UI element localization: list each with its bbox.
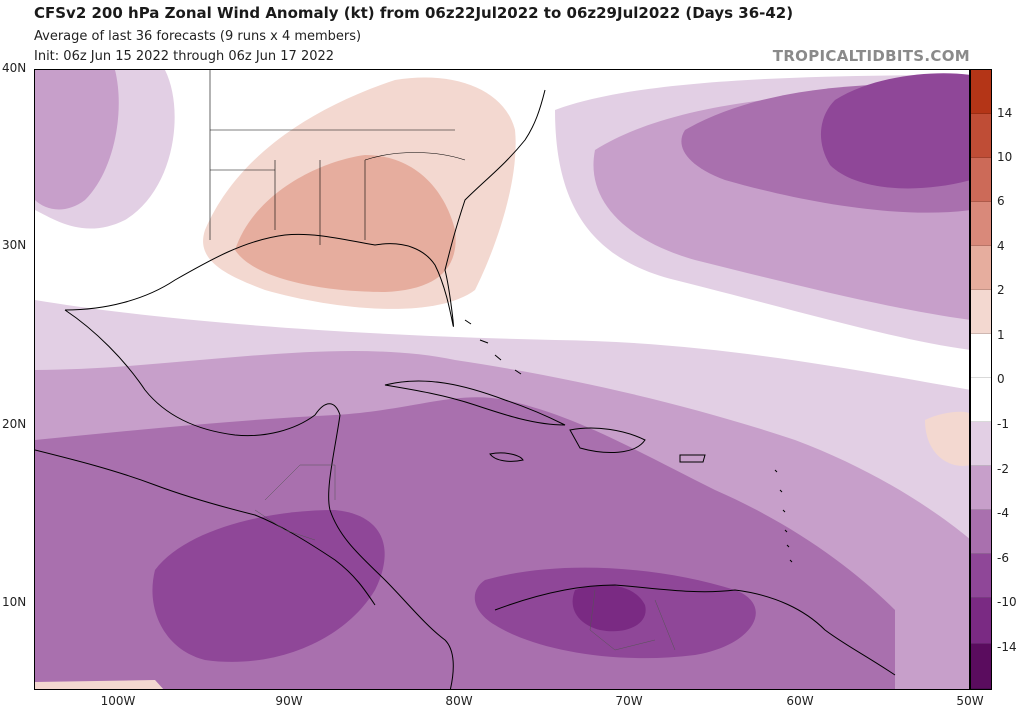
colorbar-label: 0 (997, 372, 1005, 386)
country-borders (254, 464, 676, 651)
colorbar-segment (971, 158, 991, 202)
colorbar-label: -10 (997, 595, 1017, 609)
colorbar-segment (971, 510, 991, 554)
colorbar (970, 69, 992, 690)
colorbar-label: -4 (997, 506, 1009, 520)
colorbar-segment (971, 422, 991, 466)
pos2-region-southeast-us (235, 155, 456, 292)
state-borders (209, 70, 466, 245)
colorbar-segment (971, 202, 991, 246)
colorbar-label: 4 (997, 239, 1005, 253)
colorbar-segment (971, 290, 991, 334)
colorbar-label: 6 (997, 194, 1005, 208)
colorbar-segment (971, 246, 991, 290)
neg10-region-venezuela (572, 585, 646, 632)
site-credit: TROPICALTIDBITS.COM (772, 47, 970, 65)
colorbar-segment (971, 70, 991, 114)
pos1-region-south (35, 680, 164, 689)
lon-label-90w: 90W (275, 694, 303, 708)
lat-label-40n: 40N (2, 61, 27, 75)
anomaly-map (34, 69, 970, 690)
colorbar-label: -2 (997, 462, 1009, 476)
lat-label-30n: 30N (2, 238, 27, 252)
colorbar-label: -6 (997, 551, 1009, 565)
neg2-region-northwest (35, 70, 119, 210)
colorbar-label: -1 (997, 417, 1009, 431)
lon-label-100w: 100W (100, 694, 136, 708)
colorbar-label: 2 (997, 283, 1005, 297)
colorbar-label: 1 (997, 328, 1005, 342)
colorbar-label: 14 (997, 106, 1013, 120)
pos1-region-east-atlantic (925, 411, 969, 466)
forecast-average-subtitle: Average of last 36 forecasts (9 runs x 4… (34, 29, 362, 44)
chart-title: CFSv2 200 hPa Zonal Wind Anomaly (kt) fr… (34, 4, 794, 22)
neg6-region-atlantic (820, 73, 969, 189)
lon-label-60w: 60W (786, 694, 814, 708)
lat-label-20n: 20N (2, 417, 27, 431)
colorbar-segment (971, 466, 991, 510)
colorbar-segment (971, 334, 991, 378)
lon-label-70w: 70W (615, 694, 643, 708)
lat-label-10n: 10N (2, 595, 27, 609)
lon-label-50w: 50W (956, 694, 984, 708)
map-svg (35, 70, 969, 689)
colorbar-segment (971, 644, 991, 689)
lon-label-80w: 80W (445, 694, 473, 708)
colorbar-segment (971, 598, 991, 644)
colorbar-segment (971, 114, 991, 158)
colorbar-label: -14 (997, 640, 1017, 654)
coastlines (35, 89, 896, 689)
anomaly-fields (35, 70, 969, 689)
colorbar-segment (971, 554, 991, 598)
init-time-subtitle: Init: 06z Jun 15 2022 through 06z Jun 17… (34, 49, 335, 64)
neg6-region-central-america (152, 510, 385, 662)
colorbar-label: 10 (997, 150, 1013, 164)
colorbar-segment (971, 378, 991, 422)
